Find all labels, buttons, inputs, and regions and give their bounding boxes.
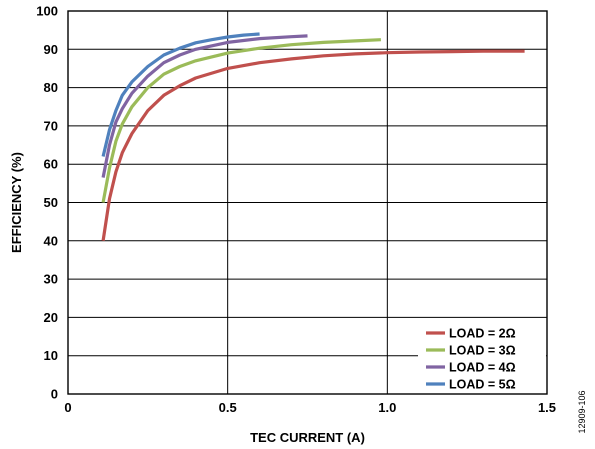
series-line-3 bbox=[101, 34, 308, 178]
y-tick-label: 90 bbox=[44, 42, 58, 57]
y-tick-label: 0 bbox=[51, 387, 58, 402]
legend-label: LOAD = 3Ω bbox=[449, 344, 516, 358]
series-line-2 bbox=[101, 38, 381, 203]
x-axis-title: TEC CURRENT (A) bbox=[250, 430, 365, 445]
x-tick-label: 1.0 bbox=[378, 400, 396, 415]
y-tick-label: 70 bbox=[44, 118, 58, 133]
series-lines bbox=[101, 32, 525, 242]
x-tick-label: 0 bbox=[64, 400, 71, 415]
axis-tick-labels: 0 10 20 30 40 50 60 70 80 90 100 0 0.5 1.0 1.5 bbox=[36, 4, 556, 416]
y-tick-label: 40 bbox=[44, 233, 58, 248]
y-tick-label: 10 bbox=[44, 348, 58, 363]
y-tick-label: 100 bbox=[36, 4, 58, 19]
series-line-4 bbox=[101, 32, 260, 157]
series-line-1 bbox=[101, 49, 525, 242]
legend-label: LOAD = 2Ω bbox=[449, 327, 516, 341]
y-tick-label: 50 bbox=[44, 195, 58, 210]
y-axis-title: EFFICIENCY (%) bbox=[9, 152, 24, 253]
x-tick-label: 0.5 bbox=[219, 400, 237, 415]
legend: LOAD = 2Ω LOAD = 3Ω LOAD = 4Ω LOAD = 5Ω bbox=[418, 322, 546, 392]
legend-label: LOAD = 4Ω bbox=[449, 361, 516, 375]
plot-area-frame bbox=[67, 10, 548, 395]
figure-id: 12909-106 bbox=[577, 390, 587, 433]
legend-label: LOAD = 5Ω bbox=[449, 378, 516, 392]
y-tick-label: 80 bbox=[44, 80, 58, 95]
gridlines bbox=[68, 11, 547, 394]
x-tick-label: 1.5 bbox=[538, 400, 556, 415]
y-tick-label: 20 bbox=[44, 310, 58, 325]
y-tick-label: 30 bbox=[44, 272, 58, 287]
y-tick-label: 60 bbox=[44, 157, 58, 172]
